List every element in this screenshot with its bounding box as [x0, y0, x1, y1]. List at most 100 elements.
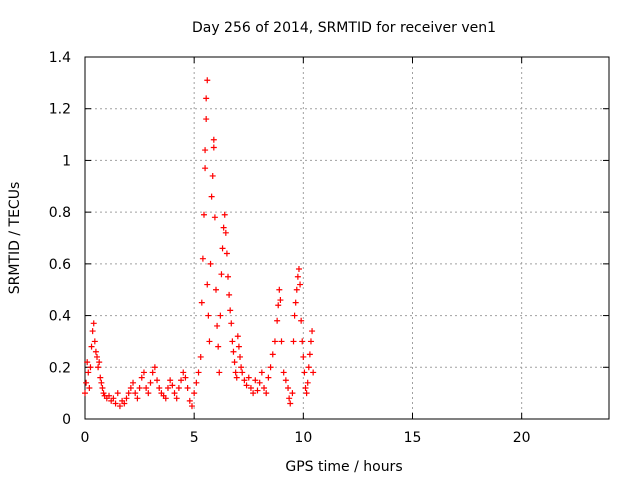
data-point [258, 369, 265, 376]
data-point [143, 384, 150, 391]
data-point [89, 328, 96, 335]
data-point [123, 395, 130, 402]
data-point [112, 400, 119, 407]
data-point [211, 214, 218, 221]
data-point [116, 403, 123, 410]
data-point [235, 343, 242, 350]
data-point [219, 245, 226, 252]
data-point [306, 351, 313, 358]
data-point [202, 165, 209, 172]
data-point [182, 374, 189, 381]
data-point [256, 379, 263, 386]
y-tick-label: 1.4 [49, 50, 71, 66]
data-point [164, 384, 171, 391]
data-point [125, 390, 132, 397]
data-point [162, 395, 169, 402]
data-point [298, 317, 305, 324]
data-point [289, 390, 296, 397]
data-point [223, 250, 230, 257]
data-point [87, 364, 94, 371]
data-point [233, 374, 240, 381]
data-point [175, 384, 182, 391]
data-point [95, 364, 102, 371]
data-point [147, 379, 154, 386]
data-point [218, 271, 225, 278]
data-point [114, 390, 121, 397]
data-point [84, 359, 91, 366]
data-point [293, 286, 300, 293]
data-point [195, 369, 202, 376]
data-point [138, 374, 145, 381]
data-point [209, 172, 216, 179]
data-point [99, 384, 106, 391]
data-point [234, 333, 241, 340]
data-point [214, 322, 221, 329]
data-point [149, 369, 156, 376]
data-point [222, 229, 229, 236]
data-point [277, 297, 284, 304]
data-point [269, 351, 276, 358]
data-point [310, 369, 317, 376]
data-point [203, 116, 210, 123]
data-point [263, 390, 270, 397]
data-point [178, 377, 185, 384]
data-point [282, 377, 289, 384]
data-point [245, 374, 252, 381]
data-point [274, 317, 281, 324]
y-tick-label: 0.2 [49, 360, 71, 376]
data-point [207, 260, 214, 267]
data-point [106, 392, 113, 399]
data-point [217, 312, 224, 319]
x-tick-label: 5 [190, 430, 199, 446]
data-point [299, 338, 306, 345]
data-point [94, 353, 101, 360]
data-point [92, 348, 99, 355]
x-tick-labels: 0 5 10 15 20 [81, 430, 531, 446]
data-point [186, 397, 193, 404]
data-point [134, 395, 141, 402]
data-point [96, 359, 103, 366]
data-point [286, 395, 293, 402]
x-tick-label: 15 [404, 430, 422, 446]
data-point [90, 320, 97, 327]
data-point [202, 147, 209, 154]
y-tick-label: 0 [62, 412, 71, 428]
data-point [291, 312, 298, 319]
data-point [226, 291, 233, 298]
data-point [198, 299, 205, 306]
data-point [228, 320, 235, 327]
data-point [169, 382, 176, 389]
data-point [180, 369, 187, 376]
data-point [271, 338, 278, 345]
data-point [210, 144, 217, 151]
data-point [225, 273, 232, 280]
data-point [98, 379, 105, 386]
data-point [130, 379, 137, 386]
axis-ticks [84, 56, 609, 420]
data-point [243, 382, 250, 389]
data-point [267, 364, 274, 371]
y-tick-label: 0.4 [49, 309, 71, 325]
data-point [151, 364, 158, 371]
data-point [127, 384, 134, 391]
data-point [239, 369, 246, 376]
data-point [230, 348, 237, 355]
data-point [237, 353, 244, 360]
y-tick-labels: 0 0.2 0.4 0.6 0.8 1 1.2 1.4 [49, 50, 71, 428]
data-point [136, 384, 143, 391]
data-points [82, 77, 317, 410]
data-point [276, 286, 283, 293]
data-point [82, 390, 88, 397]
data-point [229, 338, 236, 345]
data-point [280, 369, 287, 376]
data-point [295, 266, 302, 273]
data-point [292, 299, 299, 306]
data-point [213, 286, 219, 293]
data-point [241, 377, 248, 384]
data-point [154, 377, 161, 384]
data-point [210, 136, 217, 143]
data-point [294, 273, 301, 280]
chart-title: Day 256 of 2014, SRMTID for receiver ven… [192, 20, 496, 36]
data-point [86, 384, 93, 391]
